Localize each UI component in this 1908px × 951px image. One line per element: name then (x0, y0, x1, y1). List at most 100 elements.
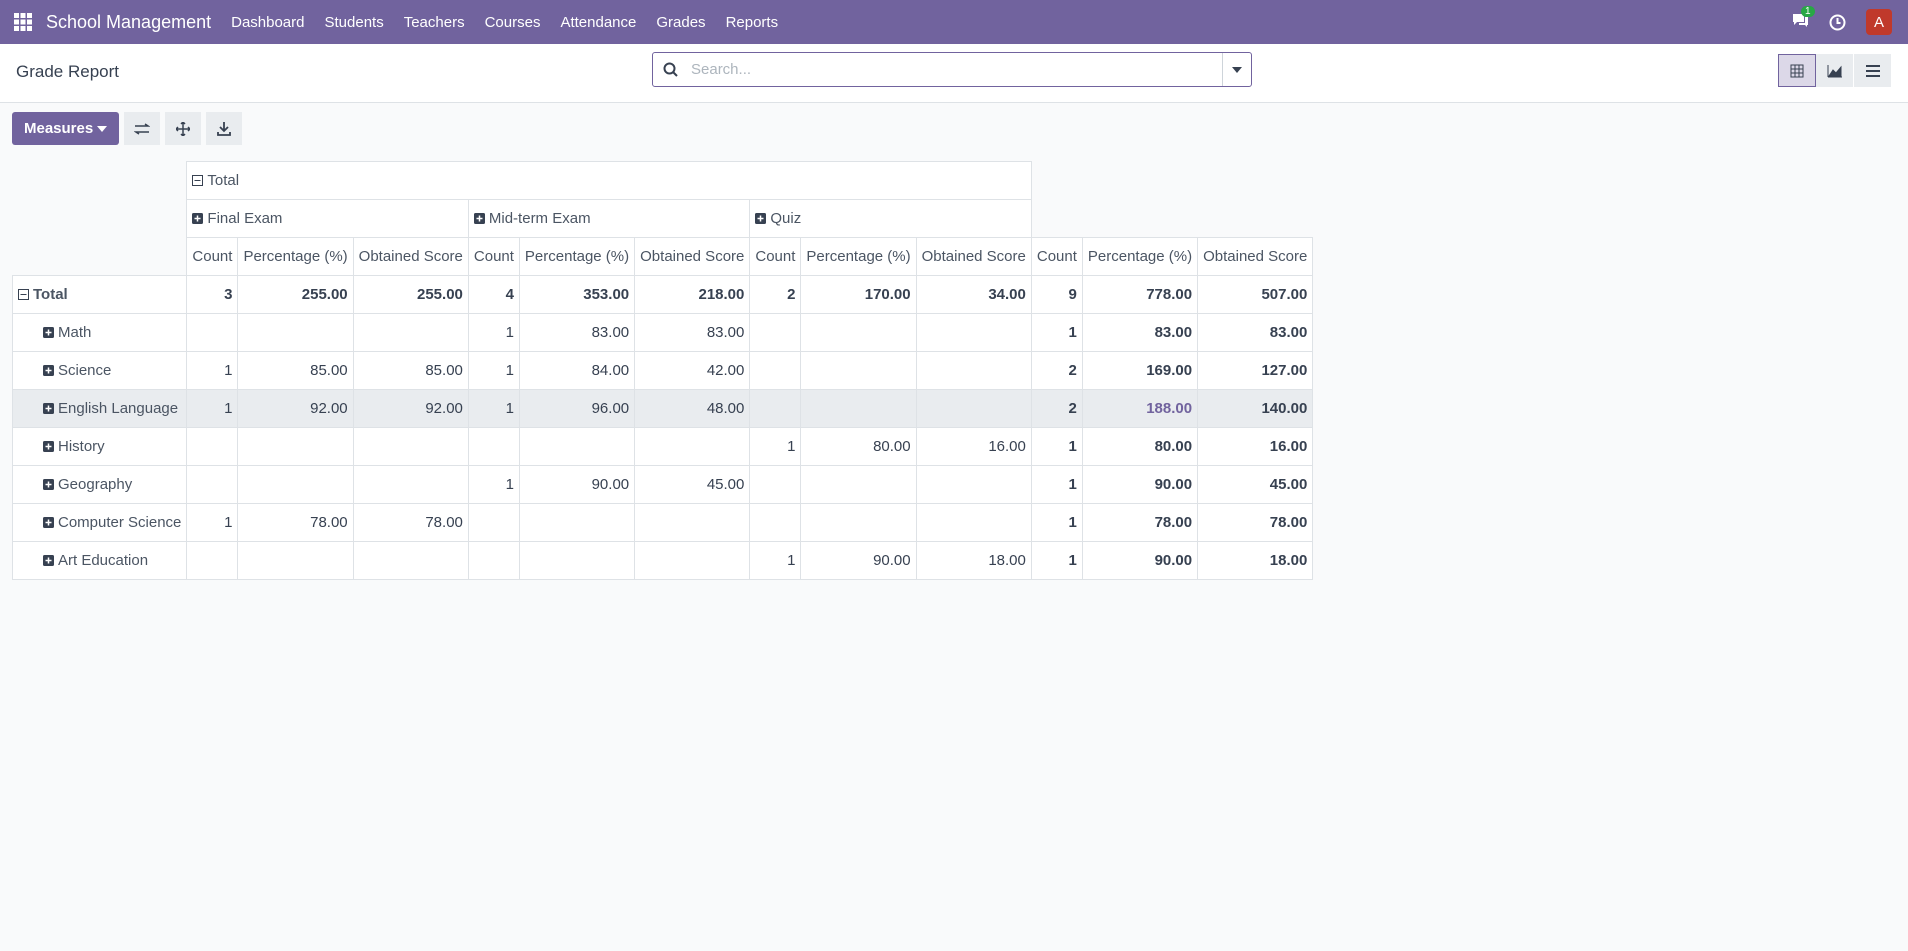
col-group-header[interactable]: Final Exam (186, 199, 469, 238)
avatar[interactable]: A (1866, 9, 1892, 35)
cell[interactable]: 2 (1030, 351, 1083, 390)
graph-view[interactable] (1816, 54, 1854, 87)
pivot-view[interactable] (1778, 54, 1816, 87)
cell[interactable] (467, 503, 520, 542)
cell[interactable]: 1 (186, 389, 239, 428)
measures-button[interactable]: Measures (12, 112, 120, 145)
cell[interactable]: 78.00 (1081, 503, 1199, 542)
cell[interactable] (634, 503, 751, 542)
cell[interactable] (518, 541, 636, 580)
cell[interactable]: 188.00 (1081, 389, 1199, 428)
cell[interactable]: 90.00 (1081, 541, 1199, 580)
cell[interactable]: 85.00 (352, 351, 469, 390)
cell[interactable] (237, 427, 354, 466)
expand-icon[interactable] (43, 327, 54, 338)
measure-header[interactable]: Obtained Score (1197, 237, 1314, 276)
cell[interactable]: 18.00 (915, 541, 1032, 580)
cell[interactable]: 83.00 (1197, 313, 1314, 352)
cell[interactable]: 90.00 (518, 465, 636, 504)
cell[interactable] (915, 313, 1032, 352)
activity-icon[interactable] (1829, 14, 1846, 31)
measure-header[interactable]: Count (186, 237, 239, 276)
cell[interactable] (186, 541, 239, 580)
col-group-header[interactable]: Quiz (749, 199, 1032, 238)
cell[interactable]: 45.00 (634, 465, 751, 504)
expand-icon[interactable] (192, 213, 204, 224)
measure-header[interactable]: Percentage (%) (518, 237, 636, 276)
row-header[interactable]: Computer Science (11, 503, 188, 542)
cell[interactable]: 1 (467, 351, 520, 390)
cell[interactable]: 92.00 (237, 389, 354, 428)
cell[interactable] (467, 541, 520, 580)
cell[interactable]: 96.00 (518, 389, 636, 428)
cell[interactable] (634, 541, 751, 580)
cell[interactable] (749, 351, 802, 390)
cell[interactable]: 4 (467, 275, 520, 314)
cell[interactable]: 778.00 (1081, 275, 1199, 314)
cell[interactable]: 1 (1030, 541, 1083, 580)
cell[interactable] (800, 351, 917, 390)
menu-item[interactable]: Grades (656, 13, 706, 31)
row-header[interactable]: Total (11, 275, 188, 314)
cell[interactable]: 3 (186, 275, 239, 314)
cell[interactable] (800, 465, 917, 504)
cell[interactable] (518, 427, 636, 466)
cell[interactable] (352, 427, 469, 466)
cell[interactable]: 2 (1030, 389, 1083, 428)
measure-header[interactable]: Obtained Score (915, 237, 1032, 276)
measure-header[interactable]: Count (467, 237, 520, 276)
cell[interactable]: 80.00 (1081, 427, 1199, 466)
row-header[interactable]: Art Education (11, 541, 188, 580)
cell[interactable]: 16.00 (1197, 427, 1314, 466)
cell[interactable]: 140.00 (1197, 389, 1314, 428)
cell[interactable]: 78.00 (1197, 503, 1314, 542)
cell[interactable]: 45.00 (1197, 465, 1314, 504)
menu-item[interactable]: Students (324, 13, 384, 31)
cell[interactable]: 78.00 (237, 503, 354, 542)
cell[interactable]: 507.00 (1197, 275, 1314, 314)
cell[interactable]: 83.00 (518, 313, 636, 352)
row-header[interactable]: Science (11, 351, 188, 390)
cell[interactable]: 84.00 (518, 351, 636, 390)
collapse-icon[interactable] (192, 175, 204, 186)
apps-icon[interactable] (14, 13, 32, 31)
cell[interactable]: 1 (1030, 427, 1083, 466)
cell[interactable]: 78.00 (352, 503, 469, 542)
cell[interactable]: 16.00 (915, 427, 1032, 466)
cell[interactable] (237, 313, 354, 352)
brand[interactable]: School Management (46, 11, 212, 32)
measure-header[interactable]: Count (1030, 237, 1083, 276)
cell[interactable] (749, 503, 802, 542)
cell[interactable]: 34.00 (915, 275, 1032, 314)
search-box[interactable]: Search... (652, 52, 1252, 87)
cell[interactable] (237, 541, 354, 580)
cell[interactable]: 2 (749, 275, 802, 314)
col-header[interactable]: Total (186, 161, 1032, 200)
cell[interactable] (800, 313, 917, 352)
cell[interactable] (749, 465, 802, 504)
expand-button[interactable] (165, 112, 202, 145)
cell[interactable] (518, 503, 636, 542)
cell[interactable]: 80.00 (800, 427, 917, 466)
cell[interactable]: 1 (186, 503, 239, 542)
cell[interactable]: 1 (749, 427, 802, 466)
cell[interactable] (352, 313, 469, 352)
messages[interactable]: 1 (1791, 6, 1815, 32)
cell[interactable]: 218.00 (634, 275, 751, 314)
expand-icon[interactable] (43, 365, 54, 376)
measure-header[interactable]: Obtained Score (634, 237, 751, 276)
row-header[interactable]: English Language (11, 389, 188, 428)
flip-axis-button[interactable] (124, 112, 161, 145)
measure-header[interactable]: Percentage (%) (1081, 237, 1199, 276)
row-header[interactable]: History (11, 427, 188, 466)
cell[interactable]: 90.00 (1081, 465, 1199, 504)
cell[interactable]: 83.00 (1081, 313, 1199, 352)
collapse-icon[interactable] (18, 289, 29, 300)
cell[interactable] (800, 389, 917, 428)
row-header[interactable]: Geography (11, 465, 188, 504)
cell[interactable]: 92.00 (352, 389, 469, 428)
menu-item[interactable]: Courses (484, 13, 541, 31)
cell[interactable]: 9 (1030, 275, 1083, 314)
expand-icon[interactable] (473, 213, 485, 224)
list-view[interactable] (1854, 54, 1892, 87)
